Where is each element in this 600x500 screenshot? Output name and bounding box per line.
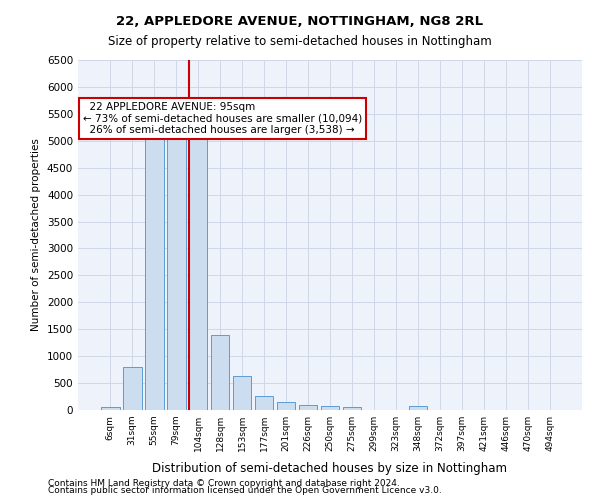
Text: Contains HM Land Registry data © Crown copyright and database right 2024.: Contains HM Land Registry data © Crown c…	[48, 478, 400, 488]
Text: 22, APPLEDORE AVENUE, NOTTINGHAM, NG8 2RL: 22, APPLEDORE AVENUE, NOTTINGHAM, NG8 2R…	[116, 15, 484, 28]
Bar	[167, 130, 185, 410]
Text: Size of property relative to semi-detached houses in Nottingham: Size of property relative to semi-detach…	[108, 35, 492, 48]
Bar	[299, 405, 317, 410]
Text: Contains public sector information licensed under the Open Government Licence v3: Contains public sector information licen…	[48, 486, 442, 495]
Bar	[343, 407, 361, 410]
Bar	[255, 396, 274, 410]
Bar	[233, 376, 251, 410]
Bar	[145, 124, 164, 410]
X-axis label: Distribution of semi-detached houses by size in Nottingham: Distribution of semi-detached houses by …	[152, 462, 508, 475]
Text: 22 APPLEDORE AVENUE: 95sqm
← 73% of semi-detached houses are smaller (10,094)
  : 22 APPLEDORE AVENUE: 95sqm ← 73% of semi…	[83, 102, 362, 135]
Y-axis label: Number of semi-detached properties: Number of semi-detached properties	[31, 138, 41, 332]
Bar	[409, 406, 427, 410]
Bar	[101, 408, 119, 410]
Bar	[211, 334, 229, 410]
Bar	[189, 130, 208, 410]
Bar	[320, 406, 340, 410]
Bar	[277, 402, 295, 410]
Bar	[123, 368, 142, 410]
